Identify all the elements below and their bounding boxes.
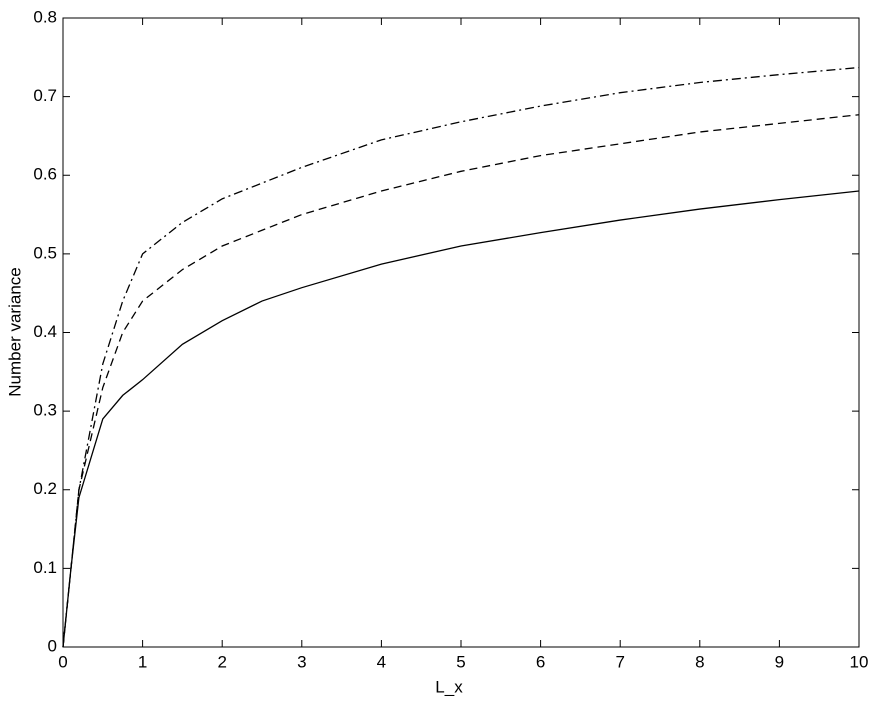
y-tick-label: 0.3: [33, 401, 57, 420]
line-series: [62, 190, 860, 648]
x-tick-label: 3: [297, 652, 306, 671]
x-tick-label: 8: [695, 652, 704, 671]
x-tick-label: 6: [536, 652, 545, 671]
y-tick-label: 0: [48, 636, 57, 655]
y-tick-label: 0.8: [33, 7, 57, 26]
x-tick-label: 5: [456, 652, 465, 671]
x-tick-label: 1: [138, 652, 147, 671]
y-tick-label: 0.6: [33, 165, 57, 184]
x-tick-label: 0: [58, 652, 67, 671]
x-tick-label: 10: [850, 652, 869, 671]
x-tick-label: 7: [615, 652, 624, 671]
y-axis-label: Number variance: [5, 267, 24, 396]
x-tick-label: 2: [217, 652, 226, 671]
y-tick-label: 0.1: [33, 558, 57, 577]
x-tick-label: 4: [377, 652, 386, 671]
y-tick-label: 0.2: [33, 479, 57, 498]
line-series: [62, 114, 860, 648]
line-series: [62, 66, 860, 648]
y-tick-label: 0.4: [33, 322, 57, 341]
y-tick-label: 0.5: [33, 243, 57, 262]
y-tick-label: 0.7: [33, 86, 57, 105]
x-tick-label: 9: [775, 652, 784, 671]
x-axis-label: L_x: [435, 677, 463, 696]
plot-frame: [62, 17, 860, 648]
